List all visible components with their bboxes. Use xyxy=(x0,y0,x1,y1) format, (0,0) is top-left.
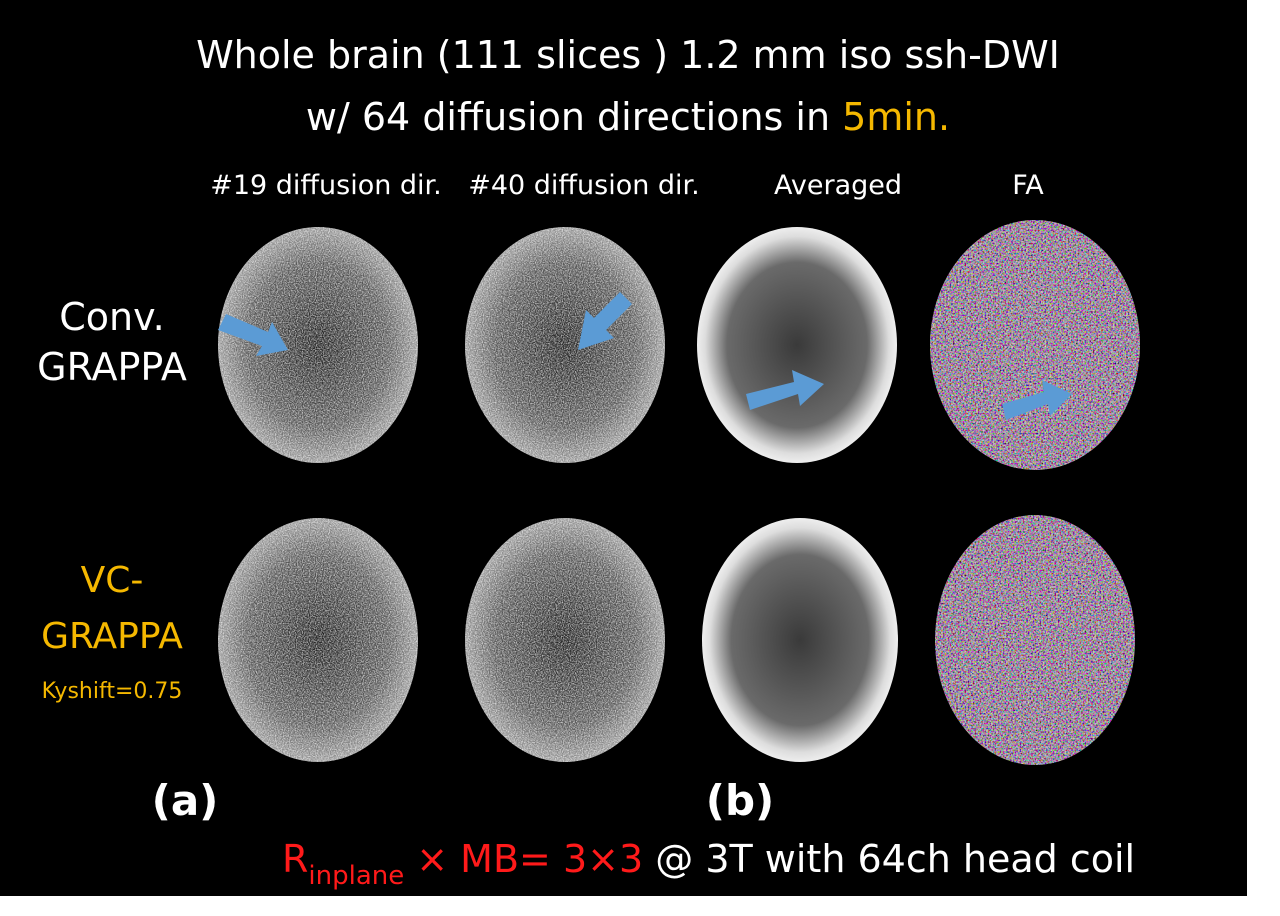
row-label: GRAPPA xyxy=(41,616,183,657)
dwi-noise xyxy=(465,518,665,762)
row-label: VC- xyxy=(81,560,144,601)
column-header: #40 diffusion dir. xyxy=(468,170,700,201)
row-label: GRAPPA xyxy=(37,345,187,389)
fa-noise xyxy=(935,515,1135,765)
title-line2: w/ 64 diffusion directions in 5min. xyxy=(306,95,950,139)
arrows xyxy=(218,292,1072,420)
title-text: w/ 64 diffusion directions in xyxy=(306,95,842,139)
title-highlight: 5min. xyxy=(842,95,950,139)
row-label: Conv. xyxy=(59,295,164,339)
fa-noise xyxy=(930,220,1140,470)
footer-sub: inplane xyxy=(308,861,404,891)
dwi-noise xyxy=(218,518,418,762)
footer-times: × xyxy=(587,837,619,881)
footer-r: R xyxy=(282,837,308,881)
title-line1: Whole brain (111 slices ) 1.2 mm iso ssh… xyxy=(196,33,1060,77)
footer-mb: MB= 3 xyxy=(448,837,587,881)
arrow xyxy=(746,370,824,410)
column-header: #19 diffusion dir. xyxy=(210,170,442,201)
footer-rest: @ 3T with 64ch head coil xyxy=(643,837,1135,881)
image-grid xyxy=(218,220,1140,765)
column-header: FA xyxy=(1012,170,1044,201)
panel-label: (a) xyxy=(152,776,219,825)
footer-times: × xyxy=(416,837,448,881)
row-note: Kyshift=0.75 xyxy=(42,679,183,704)
arrow xyxy=(218,314,288,356)
panel-label: (b) xyxy=(706,776,774,825)
arrow xyxy=(1002,380,1072,420)
dwi-noise xyxy=(218,227,418,463)
dwi-noise xyxy=(465,227,665,463)
footer-three: 3 xyxy=(619,837,643,881)
footer: Rinplane × MB= 3×3 @ 3T with 64ch head co… xyxy=(282,837,1135,891)
arrow xyxy=(578,292,632,350)
averaged-image xyxy=(702,518,898,762)
averaged-image xyxy=(697,227,897,463)
column-header: Averaged xyxy=(774,170,902,201)
